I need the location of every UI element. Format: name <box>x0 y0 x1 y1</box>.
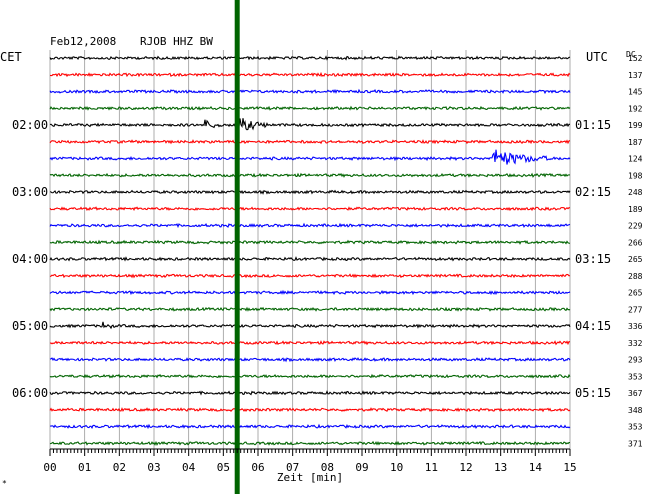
utc-label: 01:15 <box>575 118 611 132</box>
cet-time-labels: 02:00 03:00 04:00 05:00 06:00 <box>12 118 48 400</box>
dc-offset: 189 <box>628 205 643 214</box>
x-tick-label: 00 <box>43 461 56 474</box>
dc-offset: 353 <box>628 423 643 432</box>
cet-label: 04:00 <box>12 252 48 266</box>
dc-offset: 124 <box>628 155 643 164</box>
x-tick-label: 10 <box>390 461 403 474</box>
dc-offset-labels: 152 137 145 192 199 187 124 198 248 189 229 266 265 2… <box>628 54 643 448</box>
seismic-trace <box>49 55 571 61</box>
seismic-trace <box>49 440 571 446</box>
cet-label: 06:00 <box>12 386 48 400</box>
dc-offset: 288 <box>628 272 643 281</box>
utc-label: 02:15 <box>575 185 611 199</box>
dc-offset: 198 <box>628 171 643 180</box>
dc-offset: 332 <box>628 339 643 348</box>
dc-offset: 348 <box>628 406 643 415</box>
dc-offset: 229 <box>628 222 643 231</box>
x-tick-label: 09 <box>355 461 368 474</box>
seismic-trace <box>49 206 571 212</box>
seismic-trace <box>49 373 571 379</box>
seismic-trace <box>49 172 571 178</box>
seismic-trace <box>49 222 571 229</box>
seismic-trace <box>49 139 571 145</box>
seismic-trace <box>49 118 571 131</box>
dc-offset: 192 <box>628 104 643 113</box>
x-axis: 00 01 02 03 04 05 06 07 08 09 10 11 12 13 14 15 <box>43 448 577 474</box>
dc-offset: 152 <box>628 54 643 63</box>
seismic-trace <box>49 289 571 296</box>
seismic-trace <box>49 88 571 95</box>
header-station: RJOB HHZ BW <box>140 35 213 48</box>
seismic-trace <box>49 105 571 111</box>
dc-offset: 367 <box>628 389 643 398</box>
seismic-trace <box>49 321 571 330</box>
left-zone-label: CET <box>0 50 22 64</box>
seismic-trace <box>49 390 571 396</box>
x-tick-label: 06 <box>251 461 264 474</box>
x-tick-label: 14 <box>529 461 543 474</box>
dc-offset: 336 <box>628 322 643 331</box>
corner-mark: * <box>2 479 7 488</box>
x-tick-label: 15 <box>563 461 576 474</box>
x-tick-label: 03 <box>147 461 160 474</box>
dc-offset: 145 <box>628 88 643 97</box>
seismic-trace <box>49 407 571 413</box>
right-zone-label: UTC <box>586 50 608 64</box>
dc-offset: 277 <box>628 305 643 314</box>
seismic-trace <box>49 189 571 195</box>
x-tick-label: 12 <box>459 461 472 474</box>
seismic-trace <box>49 340 571 346</box>
header-date: Feb12,2008 <box>50 35 116 48</box>
x-axis-label: Zeit [min] <box>277 471 343 484</box>
dc-offset: 187 <box>628 138 643 147</box>
seismic-trace <box>49 423 571 430</box>
seismic-trace <box>49 239 571 245</box>
utc-label: 03:15 <box>575 252 611 266</box>
dc-offset: 265 <box>628 289 643 298</box>
dc-offset: 371 <box>628 439 643 448</box>
seismic-trace <box>49 273 571 279</box>
x-tick-label: 02 <box>113 461 126 474</box>
dc-offset: 248 <box>628 188 643 197</box>
utc-label: 04:15 <box>575 319 611 333</box>
x-tick-label: 08 <box>321 461 334 474</box>
cet-label: 05:00 <box>12 319 48 333</box>
dc-offset: 137 <box>628 71 643 80</box>
utc-time-labels: 01:15 02:15 03:15 04:15 05:15 <box>575 118 611 400</box>
dc-offset: 266 <box>628 238 643 247</box>
dc-offset: 199 <box>628 121 643 130</box>
seismic-trace <box>49 256 571 262</box>
cet-label: 02:00 <box>12 118 48 132</box>
x-tick-label: 01 <box>78 461 91 474</box>
seismic-trace <box>49 306 571 312</box>
seismic-trace <box>49 149 571 165</box>
cet-label: 03:00 <box>12 185 48 199</box>
trace-group <box>49 55 571 446</box>
x-tick-label: 13 <box>494 461 507 474</box>
x-tick-label: 07 <box>286 461 299 474</box>
x-tick-label: 04 <box>182 461 196 474</box>
dc-offset: 293 <box>628 356 643 365</box>
dc-label: DC <box>626 50 636 59</box>
grid-lines <box>49 50 571 449</box>
dc-offset: 265 <box>628 255 643 264</box>
seismic-trace <box>49 71 571 78</box>
x-tick-label: 05 <box>217 461 230 474</box>
seismic-trace <box>49 357 571 363</box>
x-tick-label: 11 <box>425 461 438 474</box>
utc-label: 05:15 <box>575 386 611 400</box>
dc-offset: 353 <box>628 372 643 381</box>
